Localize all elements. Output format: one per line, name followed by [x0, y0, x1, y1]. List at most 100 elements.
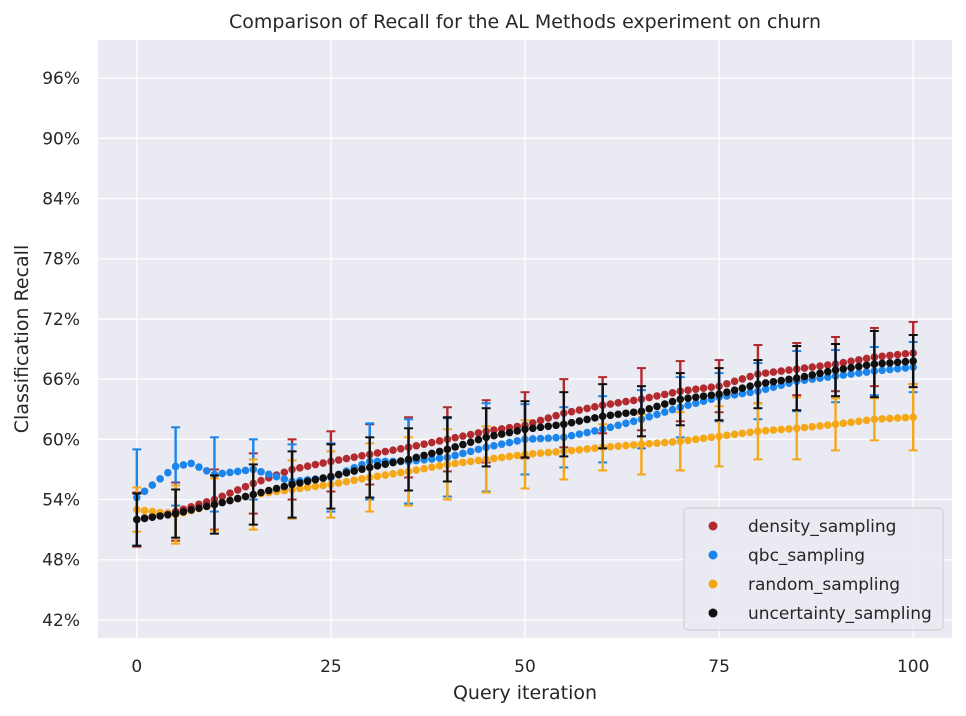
data-point: [490, 431, 498, 440]
data-point: [591, 414, 599, 422]
data-point: [490, 441, 498, 450]
data-point: [296, 479, 304, 487]
data-point: [420, 464, 428, 473]
data-point: [459, 458, 467, 467]
data-point: [396, 468, 405, 477]
data-point: [684, 436, 692, 445]
data-point: [886, 359, 894, 367]
data-point: [769, 426, 778, 434]
data-point: [738, 384, 747, 392]
data-point: [544, 422, 553, 431]
data-point: [296, 464, 304, 472]
data-point: [653, 392, 661, 400]
data-point: [528, 419, 537, 427]
data-point: [490, 426, 498, 434]
data-point: [528, 435, 537, 443]
data-point: [699, 434, 708, 443]
data-point: [148, 513, 157, 521]
data-point: [474, 435, 483, 444]
data-point: [653, 439, 661, 447]
data-point: [692, 385, 700, 393]
data-point: [373, 462, 382, 470]
data-point: [785, 375, 793, 384]
data-point: [738, 375, 747, 383]
legend-marker: [708, 550, 718, 560]
data-point: [723, 431, 731, 440]
data-point: [265, 470, 273, 479]
data-point: [886, 414, 894, 423]
data-point: [412, 441, 421, 450]
data-point: [358, 475, 366, 483]
data-point: [808, 422, 817, 431]
data-point: [901, 413, 910, 422]
legend-label: random_sampling: [748, 575, 900, 595]
data-point: [195, 504, 203, 512]
data-point: [777, 425, 785, 434]
data-point: [855, 417, 863, 426]
data-point: [660, 408, 669, 416]
data-point: [761, 426, 770, 435]
data-point: [808, 371, 817, 379]
data-point: [746, 388, 754, 397]
x-tick-label: 25: [320, 657, 342, 677]
data-point: [443, 445, 452, 454]
data-point: [668, 438, 677, 446]
data-point: [381, 471, 390, 479]
data-point: [878, 366, 886, 375]
data-point: [855, 362, 863, 371]
data-point: [754, 427, 762, 436]
data-point: [303, 462, 312, 471]
data-point: [459, 440, 467, 449]
data-point: [637, 407, 646, 416]
x-tick-label: 75: [708, 657, 730, 677]
data-point: [862, 361, 871, 370]
data-point: [536, 416, 545, 425]
data-point: [567, 431, 576, 440]
data-point: [451, 443, 459, 451]
data-point: [785, 425, 793, 433]
data-point: [901, 364, 910, 372]
data-point: [622, 419, 630, 428]
data-point: [575, 417, 584, 425]
data-point: [459, 449, 467, 458]
y-tick-label: 42%: [42, 611, 80, 631]
data-point: [660, 400, 669, 408]
data-point: [334, 470, 343, 479]
data-point: [583, 415, 591, 424]
data-point: [474, 456, 483, 465]
data-point: [241, 492, 250, 501]
data-point: [497, 440, 506, 448]
data-point: [575, 430, 584, 438]
data-point: [451, 451, 459, 460]
data-point: [622, 441, 630, 450]
data-point: [412, 466, 421, 474]
data-point: [187, 459, 195, 468]
data-point: [575, 406, 584, 414]
data-point: [870, 415, 879, 424]
data-point: [761, 385, 770, 393]
legend-label: uncertainty_sampling: [748, 604, 932, 624]
data-point: [777, 367, 785, 375]
data-point: [133, 515, 141, 524]
data-point: [536, 434, 545, 443]
data-point: [140, 514, 149, 523]
data-point: [769, 383, 778, 391]
data-point: [288, 480, 296, 489]
data-point: [389, 446, 397, 454]
data-point: [567, 407, 576, 416]
data-point: [684, 386, 692, 394]
data-point: [692, 435, 700, 444]
data-point: [233, 494, 242, 503]
data-point: [909, 413, 917, 422]
data-point: [847, 418, 855, 427]
data-point: [738, 429, 747, 438]
data-point: [839, 371, 848, 379]
data-point: [684, 401, 692, 410]
data-point: [839, 365, 848, 373]
data-point: [629, 417, 638, 426]
data-point: [435, 454, 444, 462]
data-point: [257, 488, 265, 497]
data-point: [536, 423, 545, 432]
x-tick-label: 100: [897, 657, 929, 677]
data-point: [676, 395, 685, 404]
